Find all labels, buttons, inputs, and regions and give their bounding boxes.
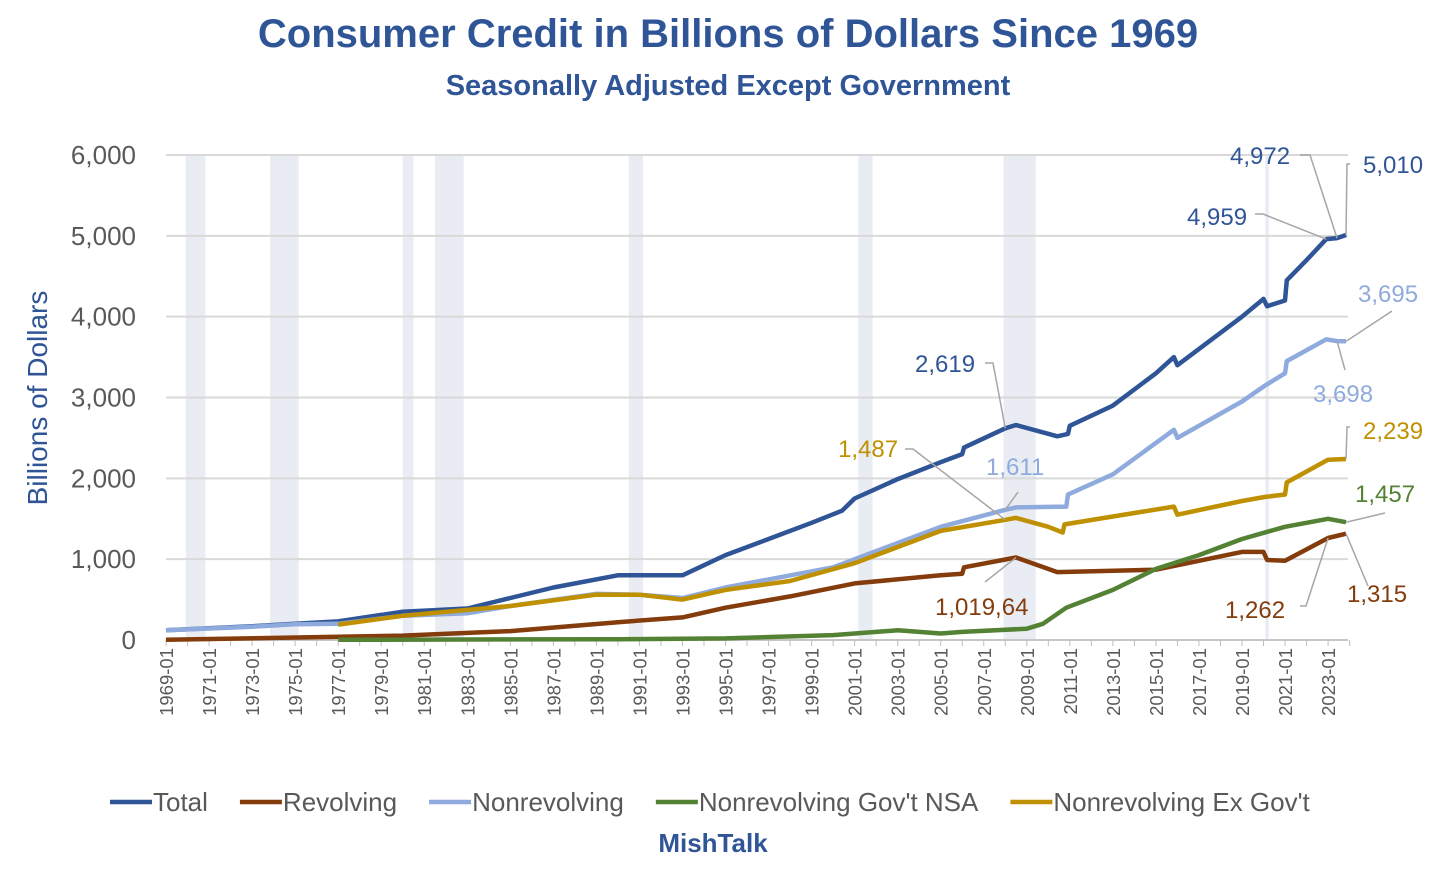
y-tick-label: 5,000 xyxy=(71,221,136,251)
legend-item: Total xyxy=(153,787,208,817)
x-tick-label: 2001-01 xyxy=(845,648,866,716)
y-axis-label: Billions of Dollars xyxy=(22,291,53,506)
data-label: 4,972 xyxy=(1230,143,1290,170)
data-label: 2,239 xyxy=(1363,418,1423,445)
data-label: 1,262 xyxy=(1225,597,1285,624)
annotation-leader xyxy=(1300,154,1338,239)
data-label: 2,619 xyxy=(915,351,975,378)
x-tick-label: 1987-01 xyxy=(543,648,564,716)
data-label: 5,010 xyxy=(1363,152,1423,179)
x-tick-label: 2019-01 xyxy=(1232,648,1253,716)
x-tick-label: 2003-01 xyxy=(888,648,909,716)
data-label: 4,959 xyxy=(1187,204,1247,231)
x-tick-label: 2011-01 xyxy=(1060,648,1081,715)
legend-item: Nonrevolving xyxy=(472,787,624,817)
x-tick-label: 1971-01 xyxy=(199,648,220,716)
y-tick-label: 0 xyxy=(122,625,136,655)
x-tick-label: 2013-01 xyxy=(1103,648,1124,716)
annotation-leader xyxy=(1004,491,1019,511)
annotation-leader xyxy=(985,362,1007,429)
annotation-leader xyxy=(1345,163,1350,236)
x-tick-label: 1983-01 xyxy=(457,648,478,716)
data-label: 1,315 xyxy=(1347,581,1407,608)
y-tick-label: 1,000 xyxy=(71,544,136,574)
x-tick-label: 2023-01 xyxy=(1318,648,1339,716)
x-tick-label: 1981-01 xyxy=(414,648,435,716)
data-label: 1,611 xyxy=(986,454,1044,481)
y-tick-label: 4,000 xyxy=(71,302,136,332)
x-tick-label: 1995-01 xyxy=(716,648,737,716)
data-label: 3,695 xyxy=(1358,281,1418,308)
x-tick-label: 1985-01 xyxy=(500,648,521,716)
y-tick-label: 3,000 xyxy=(71,383,136,413)
x-tick-label: 2009-01 xyxy=(1017,648,1038,716)
x-tick-label: 2005-01 xyxy=(931,648,952,716)
series-line-nonrevolving-gov-t-nsa xyxy=(338,516,1347,643)
annotation-leader xyxy=(1345,310,1393,342)
x-tick-label: 1993-01 xyxy=(672,648,693,716)
data-label: 1,487 xyxy=(838,436,898,463)
x-tick-label: 2021-01 xyxy=(1275,648,1296,716)
annotation-leader xyxy=(905,448,1006,521)
x-tick-label: 1991-01 xyxy=(629,648,650,716)
chart-subtitle: Seasonally Adjusted Except Government xyxy=(445,70,1011,102)
annotation-leader xyxy=(984,556,1017,583)
x-tick-label: 2017-01 xyxy=(1189,648,1210,716)
x-tick-label: 2015-01 xyxy=(1146,648,1167,716)
chart-title: Consumer Credit in Billions of Dollars S… xyxy=(257,12,1199,56)
x-tick-label: 1977-01 xyxy=(328,648,349,716)
series-line-revolving xyxy=(165,531,1347,643)
annotation-leader xyxy=(1345,426,1350,460)
annotation-leader xyxy=(1255,213,1327,240)
data-label: 3,698 xyxy=(1313,381,1373,408)
annotation-leader xyxy=(1300,537,1329,607)
annotation-leader xyxy=(1345,533,1369,587)
x-tick-label: 1969-01 xyxy=(156,648,177,716)
annotation-leader xyxy=(1345,512,1386,523)
x-tick-label: 1973-01 xyxy=(242,648,263,716)
x-tick-label: 1975-01 xyxy=(285,648,306,716)
x-tick-label: 2007-01 xyxy=(974,648,995,716)
series-line-total xyxy=(165,232,1347,633)
y-tick-label: 2,000 xyxy=(71,463,136,493)
legend-item: Nonrevolving Ex Gov't xyxy=(1053,787,1310,817)
x-tick-label: 1999-01 xyxy=(802,648,823,716)
x-tick-label: 1997-01 xyxy=(759,648,780,716)
x-tick-label: 1989-01 xyxy=(586,648,607,716)
annotation-leader xyxy=(1336,340,1346,371)
series-line-nonrevolving-ex-gov-t xyxy=(337,456,1347,627)
y-tick-label: 6,000 xyxy=(71,140,136,170)
data-label: 1,019,64 xyxy=(935,594,1028,621)
legend-item: Nonrevolving Gov't NSA xyxy=(699,787,979,817)
legend-item: Revolving xyxy=(283,787,397,817)
data-label: 1,457 xyxy=(1355,481,1415,508)
x-tick-label: 1979-01 xyxy=(371,648,392,716)
footer-source: MishTalk xyxy=(658,828,768,858)
